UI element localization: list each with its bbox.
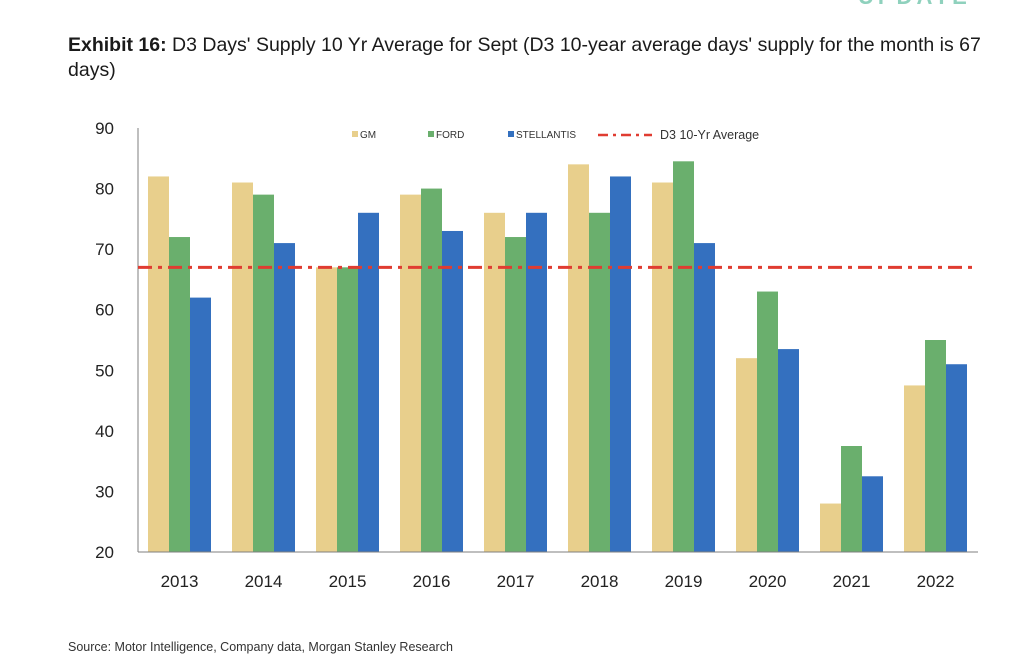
bar-gm-2014: [232, 182, 253, 552]
y-tick-label: 30: [95, 482, 114, 501]
bar-stellantis-2014: [274, 243, 295, 553]
bar-ford-2018: [589, 212, 610, 553]
x-tick-label: 2022: [917, 572, 955, 591]
bar-ford-2017: [505, 237, 526, 552]
bar-gm-2019: [652, 182, 673, 552]
x-tick-label: 2013: [161, 572, 199, 591]
y-tick-label: 80: [95, 180, 114, 199]
bar-stellantis-2022: [946, 364, 967, 552]
y-tick-label: 90: [95, 119, 114, 138]
x-tick-label: 2017: [497, 572, 535, 591]
bar-ford-2019: [673, 161, 694, 553]
bar-stellantis-2013: [190, 297, 211, 552]
bar-gm-2018: [568, 164, 589, 553]
bar-stellantis-2016: [442, 230, 463, 552]
bar-gm-2020: [736, 358, 757, 552]
y-tick-label: 40: [95, 422, 114, 441]
legend-swatch-stellantis: [508, 131, 514, 137]
bar-gm-2022: [904, 385, 925, 552]
x-tick-label: 2015: [329, 572, 367, 591]
y-tick-label: 20: [95, 543, 114, 562]
legend-label-ford: FORD: [436, 130, 464, 141]
top-accent-decoration: UPDATE: [858, 0, 978, 4]
bar-gm-2021: [820, 503, 841, 552]
bar-ford-2022: [925, 340, 946, 552]
bar-stellantis-2017: [526, 212, 547, 553]
bar-ford-2021: [841, 446, 862, 552]
legend-label-stellantis: STELLANTIS: [516, 130, 576, 141]
bar-ford-2020: [757, 291, 778, 552]
x-tick-label: 2020: [749, 572, 787, 591]
x-tick-label: 2016: [413, 572, 451, 591]
bar-ford-2015: [337, 267, 358, 552]
legend-swatch-gm: [352, 131, 358, 137]
x-tick-label: 2021: [833, 572, 871, 591]
legend-label-gm: GM: [360, 130, 376, 141]
bar-gm-2015: [316, 267, 337, 552]
x-tick-label: 2019: [665, 572, 703, 591]
bar-ford-2014: [253, 194, 274, 552]
y-tick-label: 60: [95, 301, 114, 320]
bar-stellantis-2020: [778, 349, 799, 552]
bar-gm-2013: [148, 176, 169, 552]
bar-stellantis-2019: [694, 243, 715, 553]
exhibit-title-text: D3 Days' Supply 10 Yr Average for Sept (…: [68, 34, 981, 81]
exhibit-label: Exhibit 16:: [68, 34, 167, 56]
bar-gm-2016: [400, 194, 421, 552]
exhibit-title: Exhibit 16: D3 Days' Supply 10 Yr Averag…: [68, 33, 998, 83]
y-tick-label: 70: [95, 240, 114, 259]
bar-ford-2016: [421, 188, 442, 553]
bar-gm-2017: [484, 212, 505, 553]
bar-stellantis-2021: [862, 476, 883, 552]
legend-swatch-ford: [428, 131, 434, 137]
source-note: Source: Motor Intelligence, Company data…: [68, 640, 453, 654]
x-tick-label: 2014: [245, 572, 283, 591]
bar-ford-2013: [169, 237, 190, 552]
bar-stellantis-2018: [610, 176, 631, 552]
x-tick-label: 2018: [581, 572, 619, 591]
legend-label-average: D3 10-Yr Average: [660, 128, 759, 142]
y-tick-label: 50: [95, 361, 114, 380]
bar-stellantis-2015: [358, 212, 379, 553]
